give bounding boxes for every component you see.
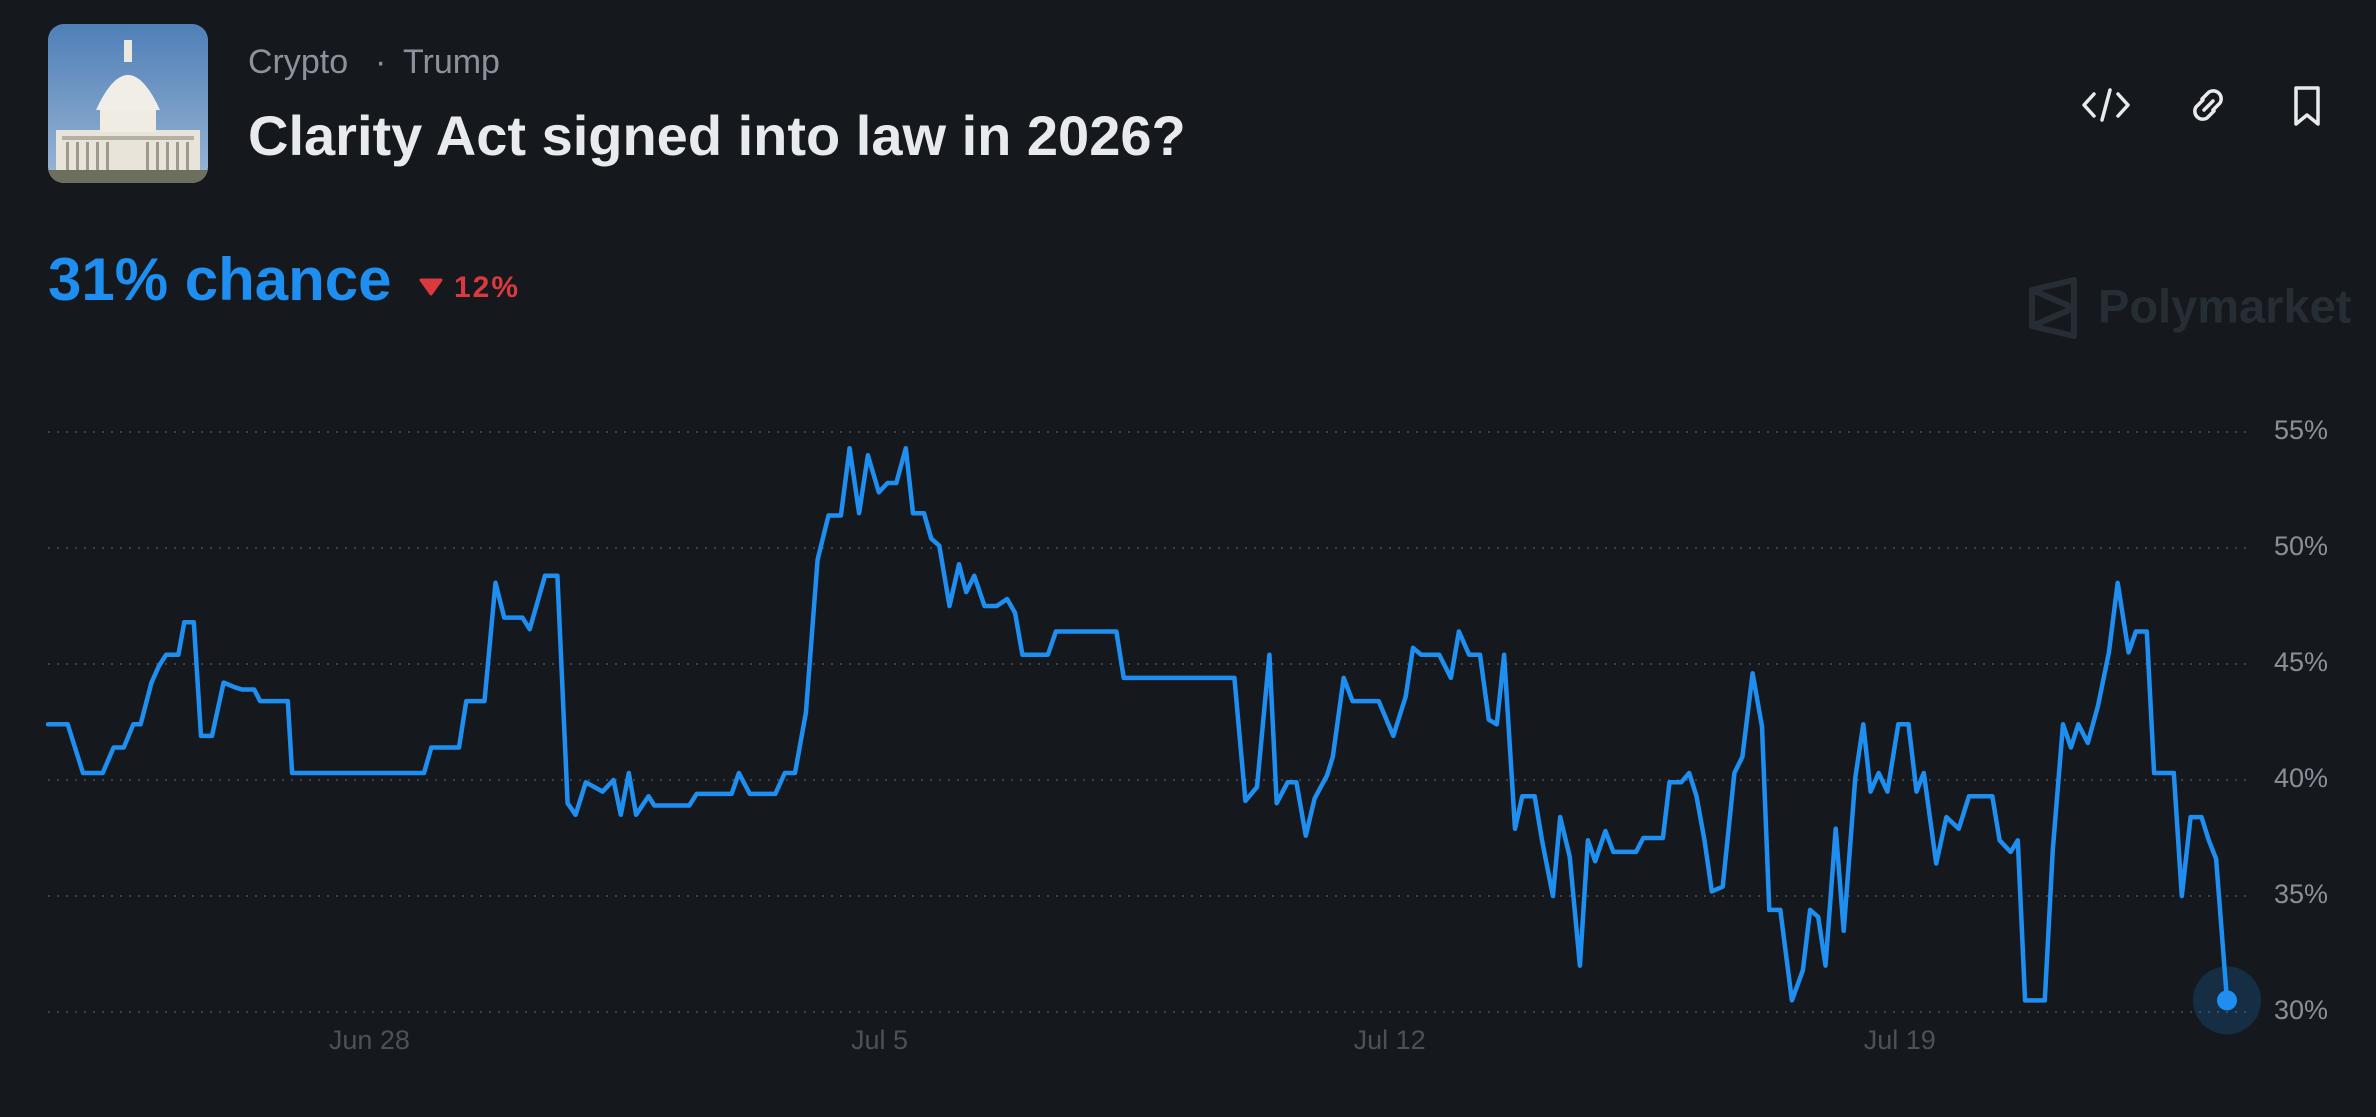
last-point bbox=[2217, 990, 2237, 1011]
y-tick-label: 55% bbox=[2274, 415, 2328, 445]
y-tick-label: 30% bbox=[2274, 995, 2328, 1025]
bookmark-button[interactable] bbox=[2294, 86, 2320, 126]
market-title: Clarity Act signed into law in 2026? bbox=[248, 104, 1186, 167]
x-tick-label: Jul 5 bbox=[851, 1025, 908, 1055]
plot-area: 30% 35% 40% 45% 50% 55% Jun 28 Jul 5 Jul 12 Jul 1… bbox=[45, 415, 2328, 1055]
x-tick-label: Jul 12 bbox=[1354, 1025, 1426, 1055]
y-tick-label: 45% bbox=[2274, 647, 2328, 677]
y-tick-label: 50% bbox=[2274, 531, 2328, 561]
brand-logo bbox=[2029, 277, 2077, 339]
market-thumbnail bbox=[48, 24, 208, 183]
brand-wordmark: Polymarket bbox=[2098, 279, 2352, 332]
chance-headline: 31% chance bbox=[48, 246, 392, 313]
price-line bbox=[45, 445, 2230, 1003]
x-tick-label: Jun 28 bbox=[329, 1025, 410, 1055]
breadcrumb-separator: · bbox=[375, 43, 386, 81]
embed-button[interactable] bbox=[2082, 88, 2130, 122]
change-value: 12% bbox=[454, 271, 520, 304]
breadcrumb[interactable]: Crypto bbox=[248, 43, 348, 81]
x-tick-label: Jul 19 bbox=[1864, 1025, 1936, 1055]
y-tick-label: 40% bbox=[2274, 763, 2328, 793]
down-arrow bbox=[419, 278, 443, 296]
breadcrumb[interactable]: Trump bbox=[403, 43, 500, 81]
y-tick-label: 35% bbox=[2274, 879, 2328, 909]
copy-link-button[interactable] bbox=[2193, 89, 2223, 121]
